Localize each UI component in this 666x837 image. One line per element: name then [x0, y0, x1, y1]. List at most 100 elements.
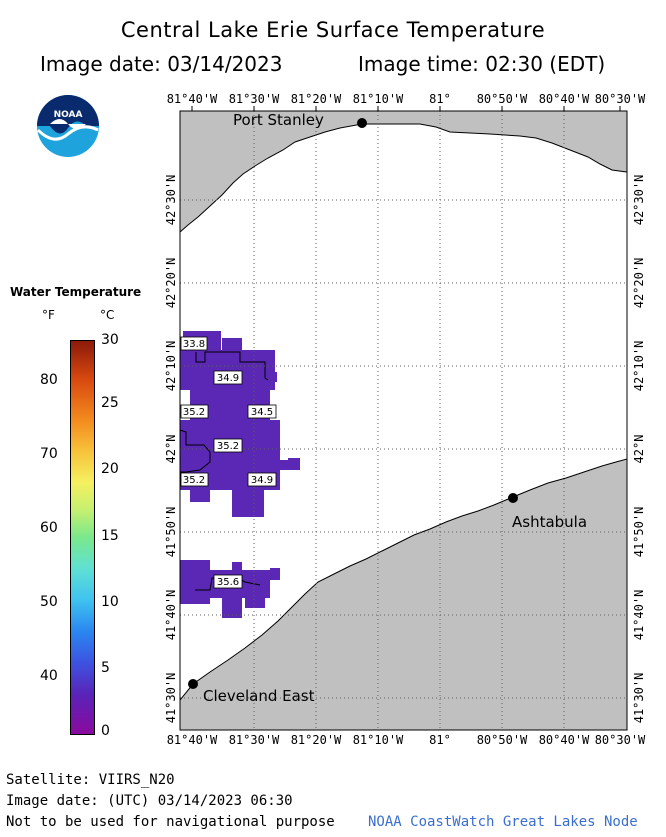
lon-label: 81°30'W — [229, 733, 280, 747]
sst-cell — [288, 458, 300, 470]
legend-unit-c: °C — [100, 308, 115, 322]
lon-label: 81°30'W — [229, 92, 280, 106]
tick-c-30: 30 — [101, 332, 119, 348]
lon-label: 81° — [429, 733, 451, 747]
temp-label-box: 33.8 — [180, 336, 208, 351]
footer-satellite: Satellite: VIIRS_N20 — [6, 772, 175, 788]
lon-label: 81°20'W — [291, 733, 342, 747]
land-south-shore — [179, 458, 628, 731]
temp-label: 35.6 — [217, 577, 239, 588]
lon-label: 81°40'W — [167, 733, 218, 747]
lat-label: 41°50'N — [632, 507, 646, 558]
temp-label-box: 35.2 — [213, 438, 243, 453]
lat-label: 42°20'N — [632, 258, 646, 309]
lat-labels-right: 42°30'N 42°20'N 42°10'N 42°N 41°50'N 41°… — [632, 175, 646, 724]
temp-label-box: 35.2 — [180, 472, 209, 487]
sst-cell — [180, 590, 210, 604]
axis-ticks — [191, 106, 621, 111]
tick-c-5: 5 — [101, 660, 110, 676]
sst-cell — [180, 560, 210, 590]
lon-labels-bottom: 81°40'W 81°30'W 81°20'W 81°10'W 81° 80°5… — [167, 733, 646, 747]
city-label-ashtabula: Ashtabula — [512, 513, 587, 531]
land-north-shore — [179, 110, 628, 234]
lat-label: 41°30'N — [164, 673, 178, 724]
tick-f-40: 40 — [40, 668, 58, 684]
sst-cell — [180, 460, 290, 470]
image-time: Image time: 02:30 (EDT) — [358, 52, 606, 76]
temp-label: 35.2 — [183, 407, 205, 418]
tick-f-50: 50 — [40, 594, 58, 610]
tick-c-20: 20 — [101, 461, 119, 477]
sst-cell — [265, 372, 277, 382]
temp-label: 34.9 — [251, 475, 273, 486]
temp-label: 33.8 — [183, 339, 205, 350]
legend-title: Water Temperature — [10, 285, 142, 299]
sst-cell — [190, 490, 210, 502]
temp-label-box: 35.2 — [180, 404, 209, 419]
page-title: Central Lake Erie Surface Temperature — [120, 18, 546, 42]
lat-label: 42°10'N — [164, 341, 178, 392]
city-label-port-stanley: Port Stanley — [233, 111, 324, 129]
lat-labels-left: 42°30'N 42°20'N 42°10'N 42°N 41°50'N 41°… — [164, 175, 178, 724]
lon-label: 80°50'W — [477, 733, 528, 747]
city-marker-port-stanley — [357, 118, 367, 128]
lat-label: 42°30'N — [632, 175, 646, 226]
sst-cell — [232, 562, 242, 572]
temp-label-box: 34.9 — [213, 370, 243, 385]
legend-unit-f: °F — [42, 308, 55, 322]
lon-label: 81°10'W — [353, 92, 404, 106]
footer-credit: NOAA CoastWatch Great Lakes Node — [368, 814, 638, 830]
temperature-colorbar — [70, 340, 95, 735]
lat-label: 42°N — [632, 435, 646, 464]
temp-labels: 33.8 34.9 35.2 34.5 35.2 35.2 34.9 35.6 — [180, 336, 277, 589]
tick-c-15: 15 — [101, 528, 119, 544]
lat-label: 41°40'N — [164, 590, 178, 641]
lat-label: 41°50'N — [164, 507, 178, 558]
image-date: Image date: 03/14/2023 — [40, 52, 283, 76]
lat-label: 42°N — [164, 435, 178, 464]
temp-label: 34.9 — [217, 373, 239, 384]
temp-label: 34.5 — [251, 407, 273, 418]
lon-label: 81°40'W — [167, 92, 218, 106]
logo-text: NOAA — [54, 110, 83, 120]
temp-label-box: 35.6 — [213, 574, 243, 589]
tick-c-25: 25 — [101, 395, 119, 411]
noaa-logo: NOAA — [36, 95, 99, 157]
lon-label: 80°40'W — [539, 92, 590, 106]
temp-label: 35.2 — [183, 475, 205, 486]
city-label-cleveland-east: Cleveland East — [203, 687, 315, 705]
sst-cell — [245, 596, 265, 608]
temp-label-box: 34.5 — [247, 404, 277, 419]
tick-f-80: 80 — [40, 372, 58, 388]
sst-cell — [270, 568, 280, 580]
tick-f-60: 60 — [40, 520, 58, 536]
tick-c-10: 10 — [101, 594, 119, 610]
tick-f-70: 70 — [40, 446, 58, 462]
city-marker-ashtabula — [508, 493, 518, 503]
lat-label: 42°20'N — [164, 258, 178, 309]
sst-cell — [222, 598, 242, 618]
lat-label: 42°30'N — [164, 175, 178, 226]
lat-label: 41°40'N — [632, 590, 646, 641]
lat-label: 41°30'N — [632, 673, 646, 724]
lon-label: 80°40'W — [539, 733, 590, 747]
footer-utc-date: Image date: (UTC) 03/14/2023 06:30 — [6, 793, 293, 809]
lon-label: 81° — [429, 92, 451, 106]
temp-label: 35.2 — [217, 441, 239, 452]
lon-label: 81°20'W — [291, 92, 342, 106]
sst-cell — [232, 490, 264, 517]
temp-label-box: 34.9 — [247, 472, 277, 487]
lon-label: 81°10'W — [353, 733, 404, 747]
graticule — [180, 111, 627, 730]
lon-label: 80°30'W — [595, 733, 646, 747]
cities: Port Stanley Ashtabula Cleveland East — [188, 111, 587, 705]
footer-disclaimer: Not to be used for navigational purpose — [6, 814, 335, 830]
city-marker-cleveland-east — [188, 679, 198, 689]
tick-c-0: 0 — [101, 723, 110, 739]
lat-label: 42°10'N — [632, 341, 646, 392]
lon-label: 80°30'W — [595, 92, 646, 106]
lon-label: 80°50'W — [477, 92, 528, 106]
map-frame — [179, 110, 628, 731]
lon-labels-top: 81°40'W 81°30'W 81°20'W 81°10'W 81° 80°5… — [167, 92, 646, 106]
